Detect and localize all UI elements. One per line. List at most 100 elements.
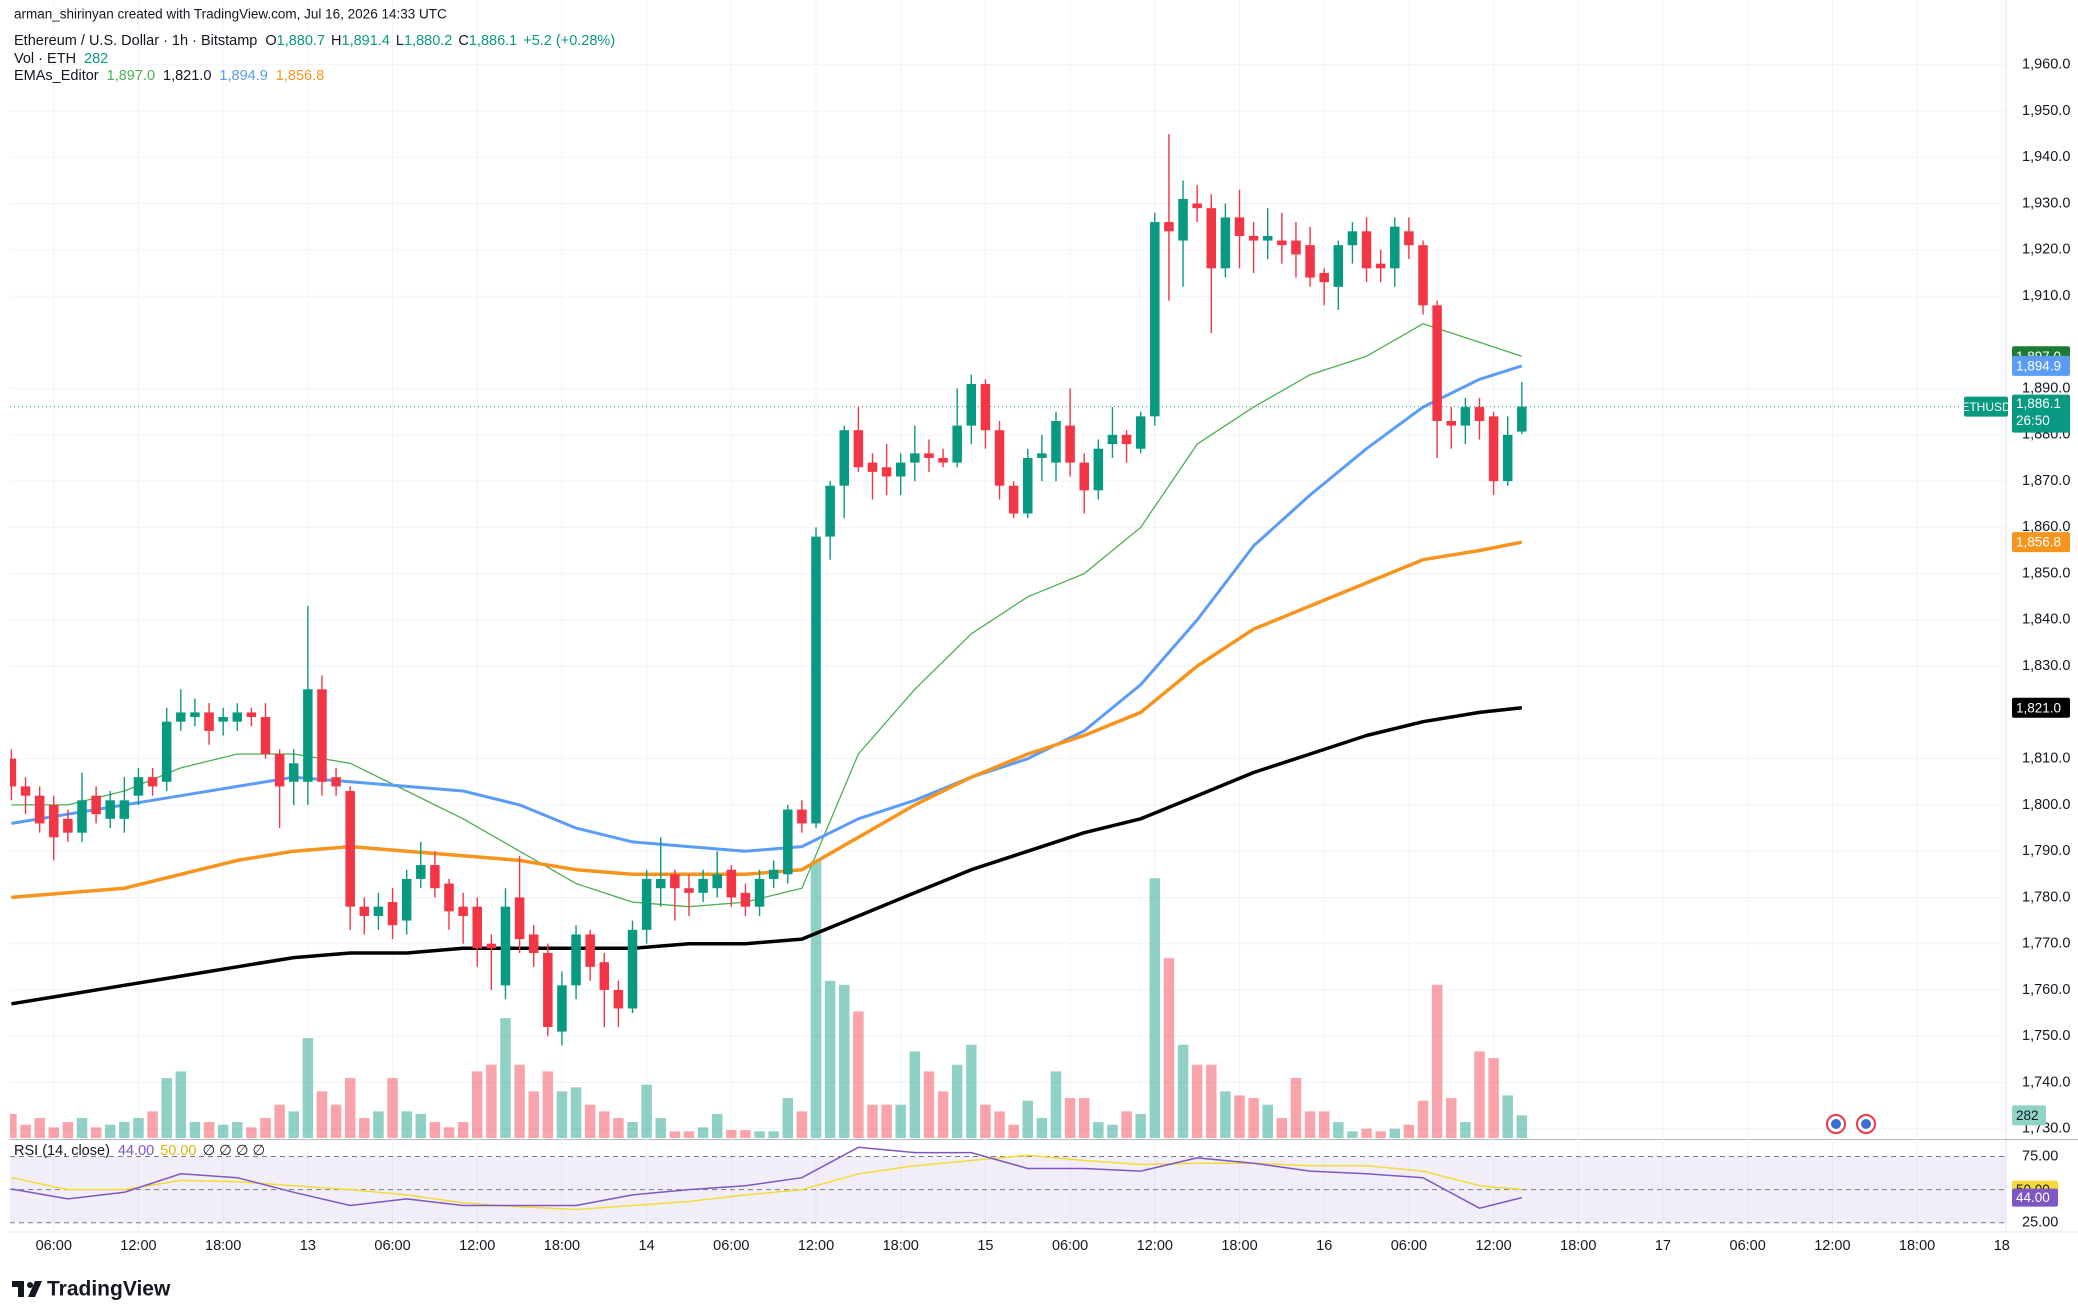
candle-body — [825, 485, 835, 537]
legend-text: 1,821.0 — [163, 68, 211, 84]
volume-bar — [34, 1118, 45, 1138]
y-tick-label: 1,890.0 — [2022, 380, 2070, 396]
volume-bar — [1304, 1111, 1316, 1138]
event-flag-inner — [1831, 1119, 1841, 1129]
volume-bar — [1163, 958, 1175, 1138]
legend-text: Ethereum / U.S. Dollar · 1h · Bitstamp — [14, 33, 257, 49]
candle-body — [797, 809, 807, 824]
volume-bar — [754, 1131, 765, 1138]
volume-bar — [1488, 1058, 1499, 1138]
legend-text: ∅ ∅ ∅ ∅ — [203, 1143, 266, 1159]
candle-body — [274, 754, 285, 787]
volume-bar — [147, 1111, 158, 1138]
volume-bar — [570, 1087, 582, 1138]
y-tick-label: 1,850.0 — [2022, 565, 2070, 581]
volume-legend: Vol · ETH 282 — [14, 51, 108, 67]
event-flag-inner — [1861, 1119, 1871, 1129]
candle-body — [655, 878, 666, 889]
volume-bar — [76, 1118, 88, 1138]
volume-bar — [839, 984, 850, 1138]
volume-bar — [373, 1111, 384, 1138]
volume-bar — [1460, 1122, 1471, 1138]
rsi-tag-bg — [2012, 1188, 2058, 1207]
x-tick-label: 15 — [977, 1238, 993, 1254]
volume-bar — [1516, 1115, 1528, 1138]
y-tick-label: 1,950.0 — [2022, 103, 2070, 119]
axes: 06:00 12:00 18:00 13 06:00 12:00 18:00 14 06:00 1… — [36, 57, 2071, 1254]
candles — [10, 134, 1527, 1046]
legend-text: 1,891.4 — [342, 33, 390, 49]
candle-body — [20, 786, 31, 796]
volume-bar — [330, 1104, 342, 1138]
candle-body — [641, 878, 652, 930]
candle-body — [684, 888, 694, 893]
legend-text: 44.00 — [118, 1143, 154, 1159]
y-tick-label: 1,910.0 — [2022, 288, 2070, 304]
volume-bar — [966, 1044, 977, 1138]
candle-body — [853, 430, 864, 468]
volume-bar — [1050, 1071, 1062, 1138]
candle-body — [1248, 235, 1259, 241]
candle-body — [161, 721, 172, 782]
candle-body — [1305, 245, 1315, 278]
volume-bar — [133, 1118, 144, 1138]
volume-bar — [542, 1071, 554, 1138]
volume-bar — [443, 1127, 455, 1138]
x-tick-label: 18:00 — [544, 1238, 580, 1254]
candle-body — [190, 712, 200, 718]
x-tick-label: 06:00 — [1052, 1238, 1088, 1254]
volume-bar — [246, 1127, 257, 1138]
candle-body — [77, 800, 87, 833]
legend-text: EMAs_Editor — [14, 68, 99, 84]
volume-bar — [288, 1111, 299, 1138]
credit: arman_shirinyan created with TradingView… — [14, 7, 447, 22]
candle-body — [712, 874, 722, 889]
legend-text: H — [331, 33, 341, 49]
candle-body — [1178, 198, 1188, 241]
y-tick-label: 1,960.0 — [2022, 57, 2070, 73]
candle-body — [726, 869, 737, 898]
candle-body — [754, 878, 765, 907]
ema-tag: 1,821.0 — [2016, 700, 2061, 715]
volume-bar — [1220, 1091, 1231, 1138]
volume-bar — [1347, 1131, 1358, 1138]
brand-name: TradingView — [47, 1278, 171, 1301]
candle-body — [288, 763, 299, 782]
volume-bar — [1135, 1114, 1146, 1138]
candle-body — [768, 869, 779, 879]
candle-body — [119, 800, 130, 819]
candle-body — [543, 952, 553, 1027]
ema-tag: 1,894.9 — [2016, 358, 2061, 373]
candle-body — [839, 430, 850, 486]
candle-body — [571, 934, 581, 986]
ema-tag-bg — [2012, 355, 2070, 376]
candle-body — [1093, 448, 1104, 491]
candle-body — [430, 865, 440, 889]
rsi-tag: 44.00 — [2016, 1190, 2050, 1205]
candle-body — [613, 989, 624, 1009]
volume-bar — [1276, 1118, 1288, 1138]
volume-bar — [1290, 1078, 1302, 1138]
flags — [1826, 1114, 1876, 1134]
volume-bar — [457, 1122, 469, 1138]
volume-bar — [387, 1078, 398, 1138]
candle-body — [952, 425, 962, 463]
candle-body — [147, 777, 158, 787]
legend-text: 1,897.0 — [107, 68, 155, 84]
legend-text: 1,880.2 — [404, 33, 452, 49]
candle-body — [1347, 231, 1358, 246]
legend-text: +5.2 (+0.28%) — [523, 33, 615, 49]
candle-body — [1135, 416, 1146, 449]
volume-bar — [1036, 1118, 1048, 1138]
x-tick-label: 18:00 — [1899, 1238, 1935, 1254]
volume-bar — [1191, 1064, 1203, 1138]
candle-body — [1517, 406, 1527, 432]
ema-line — [11, 364, 1523, 853]
candle-body — [91, 795, 101, 815]
volume-bar — [217, 1124, 229, 1138]
volume-bar — [1008, 1124, 1019, 1138]
volume-bar — [203, 1122, 215, 1138]
x-tick-label: 16 — [1316, 1238, 1332, 1254]
y-tick-label: 1,830.0 — [2022, 658, 2070, 674]
volume-bar — [1389, 1128, 1401, 1138]
